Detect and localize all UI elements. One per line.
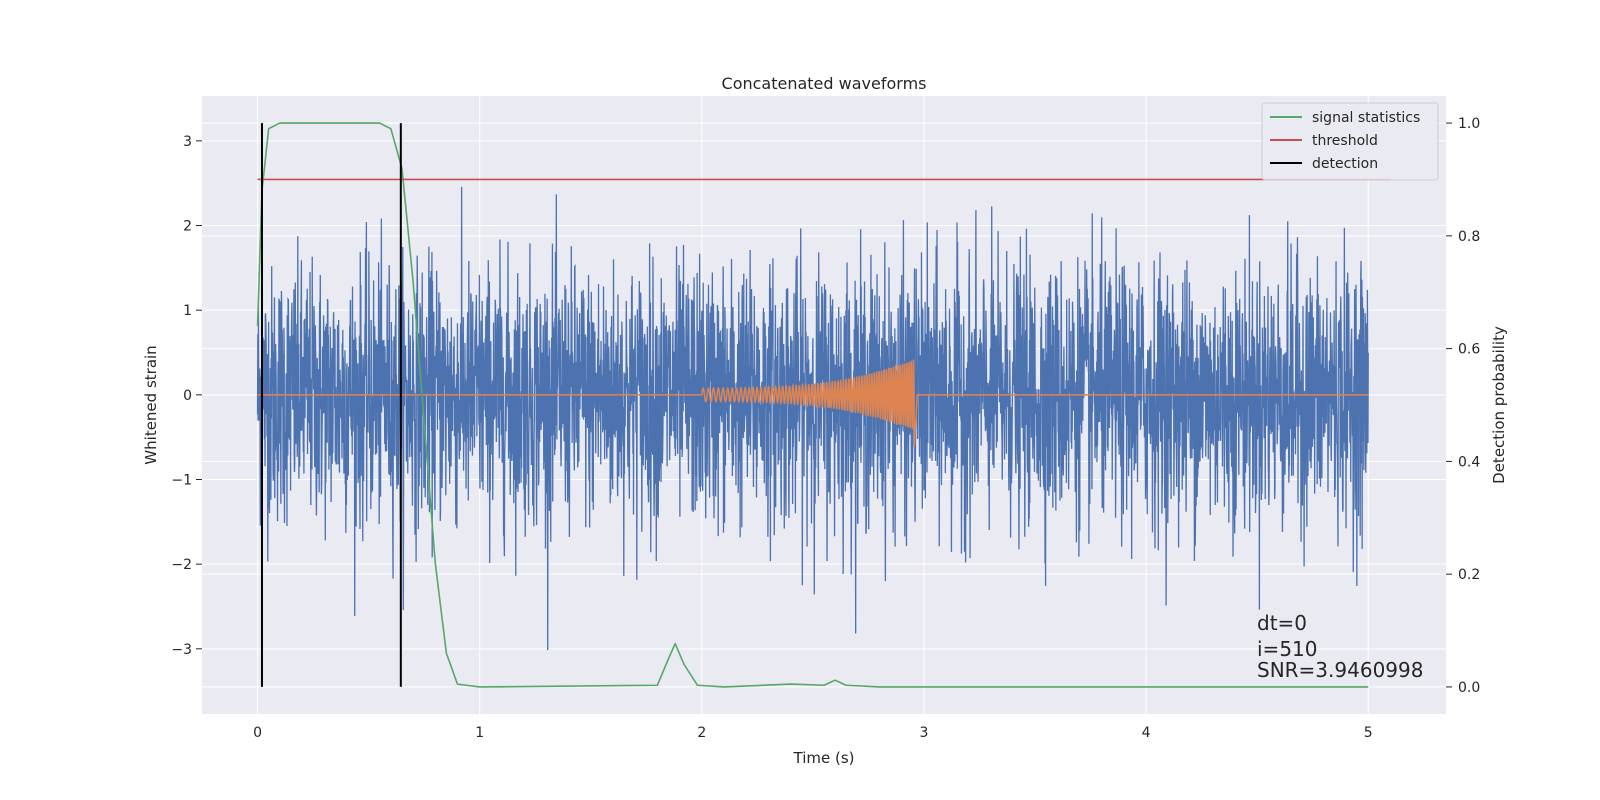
legend-label: threshold	[1312, 133, 1378, 149]
legend-label: signal statistics	[1312, 110, 1420, 126]
legend-label: detection	[1312, 156, 1378, 172]
signal-statistics-line	[256, 122, 1369, 688]
strain-noise-line	[256, 186, 1369, 651]
y2-tick-label: 0.6	[1458, 342, 1480, 358]
y-tick-label: −3	[171, 642, 192, 658]
x-axis-label: Time (s)	[793, 749, 855, 767]
y-tick-label: 0	[183, 388, 192, 404]
series-layer	[256, 122, 1391, 688]
y-tick-label: 2	[183, 219, 192, 235]
x-tick-label: 0	[253, 725, 262, 741]
y2-tick-label: 0.8	[1458, 229, 1480, 245]
x-tick-label: 1	[475, 725, 484, 741]
x-tick-label: 3	[920, 725, 929, 741]
annotation-text: dt=0	[1257, 611, 1307, 635]
y-axis-label: Whitened strain	[142, 345, 160, 464]
y2-axis-label: Detection probability	[1490, 326, 1508, 484]
annotation-text: SNR=3.9460998	[1257, 658, 1423, 682]
y2-tick-label: 1.0	[1458, 116, 1480, 132]
y2-tick-label: 0.0	[1458, 680, 1480, 696]
annotation-text: i=510	[1257, 637, 1318, 661]
y-tick-label: −1	[171, 472, 192, 488]
y-tick-label: 1	[183, 303, 192, 319]
legend-box	[1261, 102, 1439, 181]
y-tick-label: −2	[171, 557, 192, 573]
y-tick-label: 3	[183, 134, 192, 150]
x-tick-label: 4	[1142, 725, 1151, 741]
legend: signal statistics threshold detection	[1261, 102, 1439, 181]
chart-title: Concatenated waveforms	[722, 74, 927, 93]
ticks: 0 1 2 3 4 5 −3 −2 −1 0 1 2 3 0.0 0.2 0.4 0.6 0.8 1.0	[171, 116, 1480, 741]
y2-tick-label: 0.4	[1458, 454, 1480, 470]
y2-tick-label: 0.2	[1458, 567, 1480, 583]
injected-signal-line	[257, 359, 1369, 447]
x-tick-label: 2	[697, 725, 706, 741]
x-tick-label: 5	[1364, 725, 1373, 741]
